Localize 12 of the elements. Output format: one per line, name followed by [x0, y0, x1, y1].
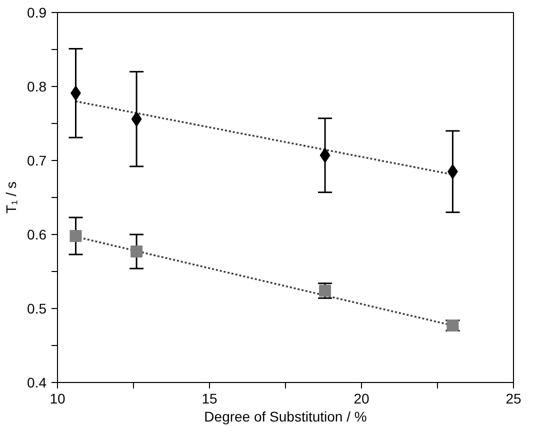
y-axis-title: T₁ / s: [3, 182, 20, 214]
x-tick-label: 15: [202, 390, 218, 406]
y-tick-label: 0.6: [27, 226, 47, 242]
y-tick-label: 0.9: [27, 4, 47, 20]
y-tick-label: 0.8: [27, 78, 47, 94]
y-tick-label: 0.5: [27, 300, 47, 316]
x-tick-label: 25: [506, 390, 522, 406]
x-axis-title: Degree of Substitution / %: [204, 408, 367, 424]
y-tick-label: 0.7: [27, 152, 47, 168]
x-tick-label: 20: [354, 390, 370, 406]
x-tick-label: 10: [50, 390, 66, 406]
y-tick-label: 0.4: [27, 374, 47, 390]
